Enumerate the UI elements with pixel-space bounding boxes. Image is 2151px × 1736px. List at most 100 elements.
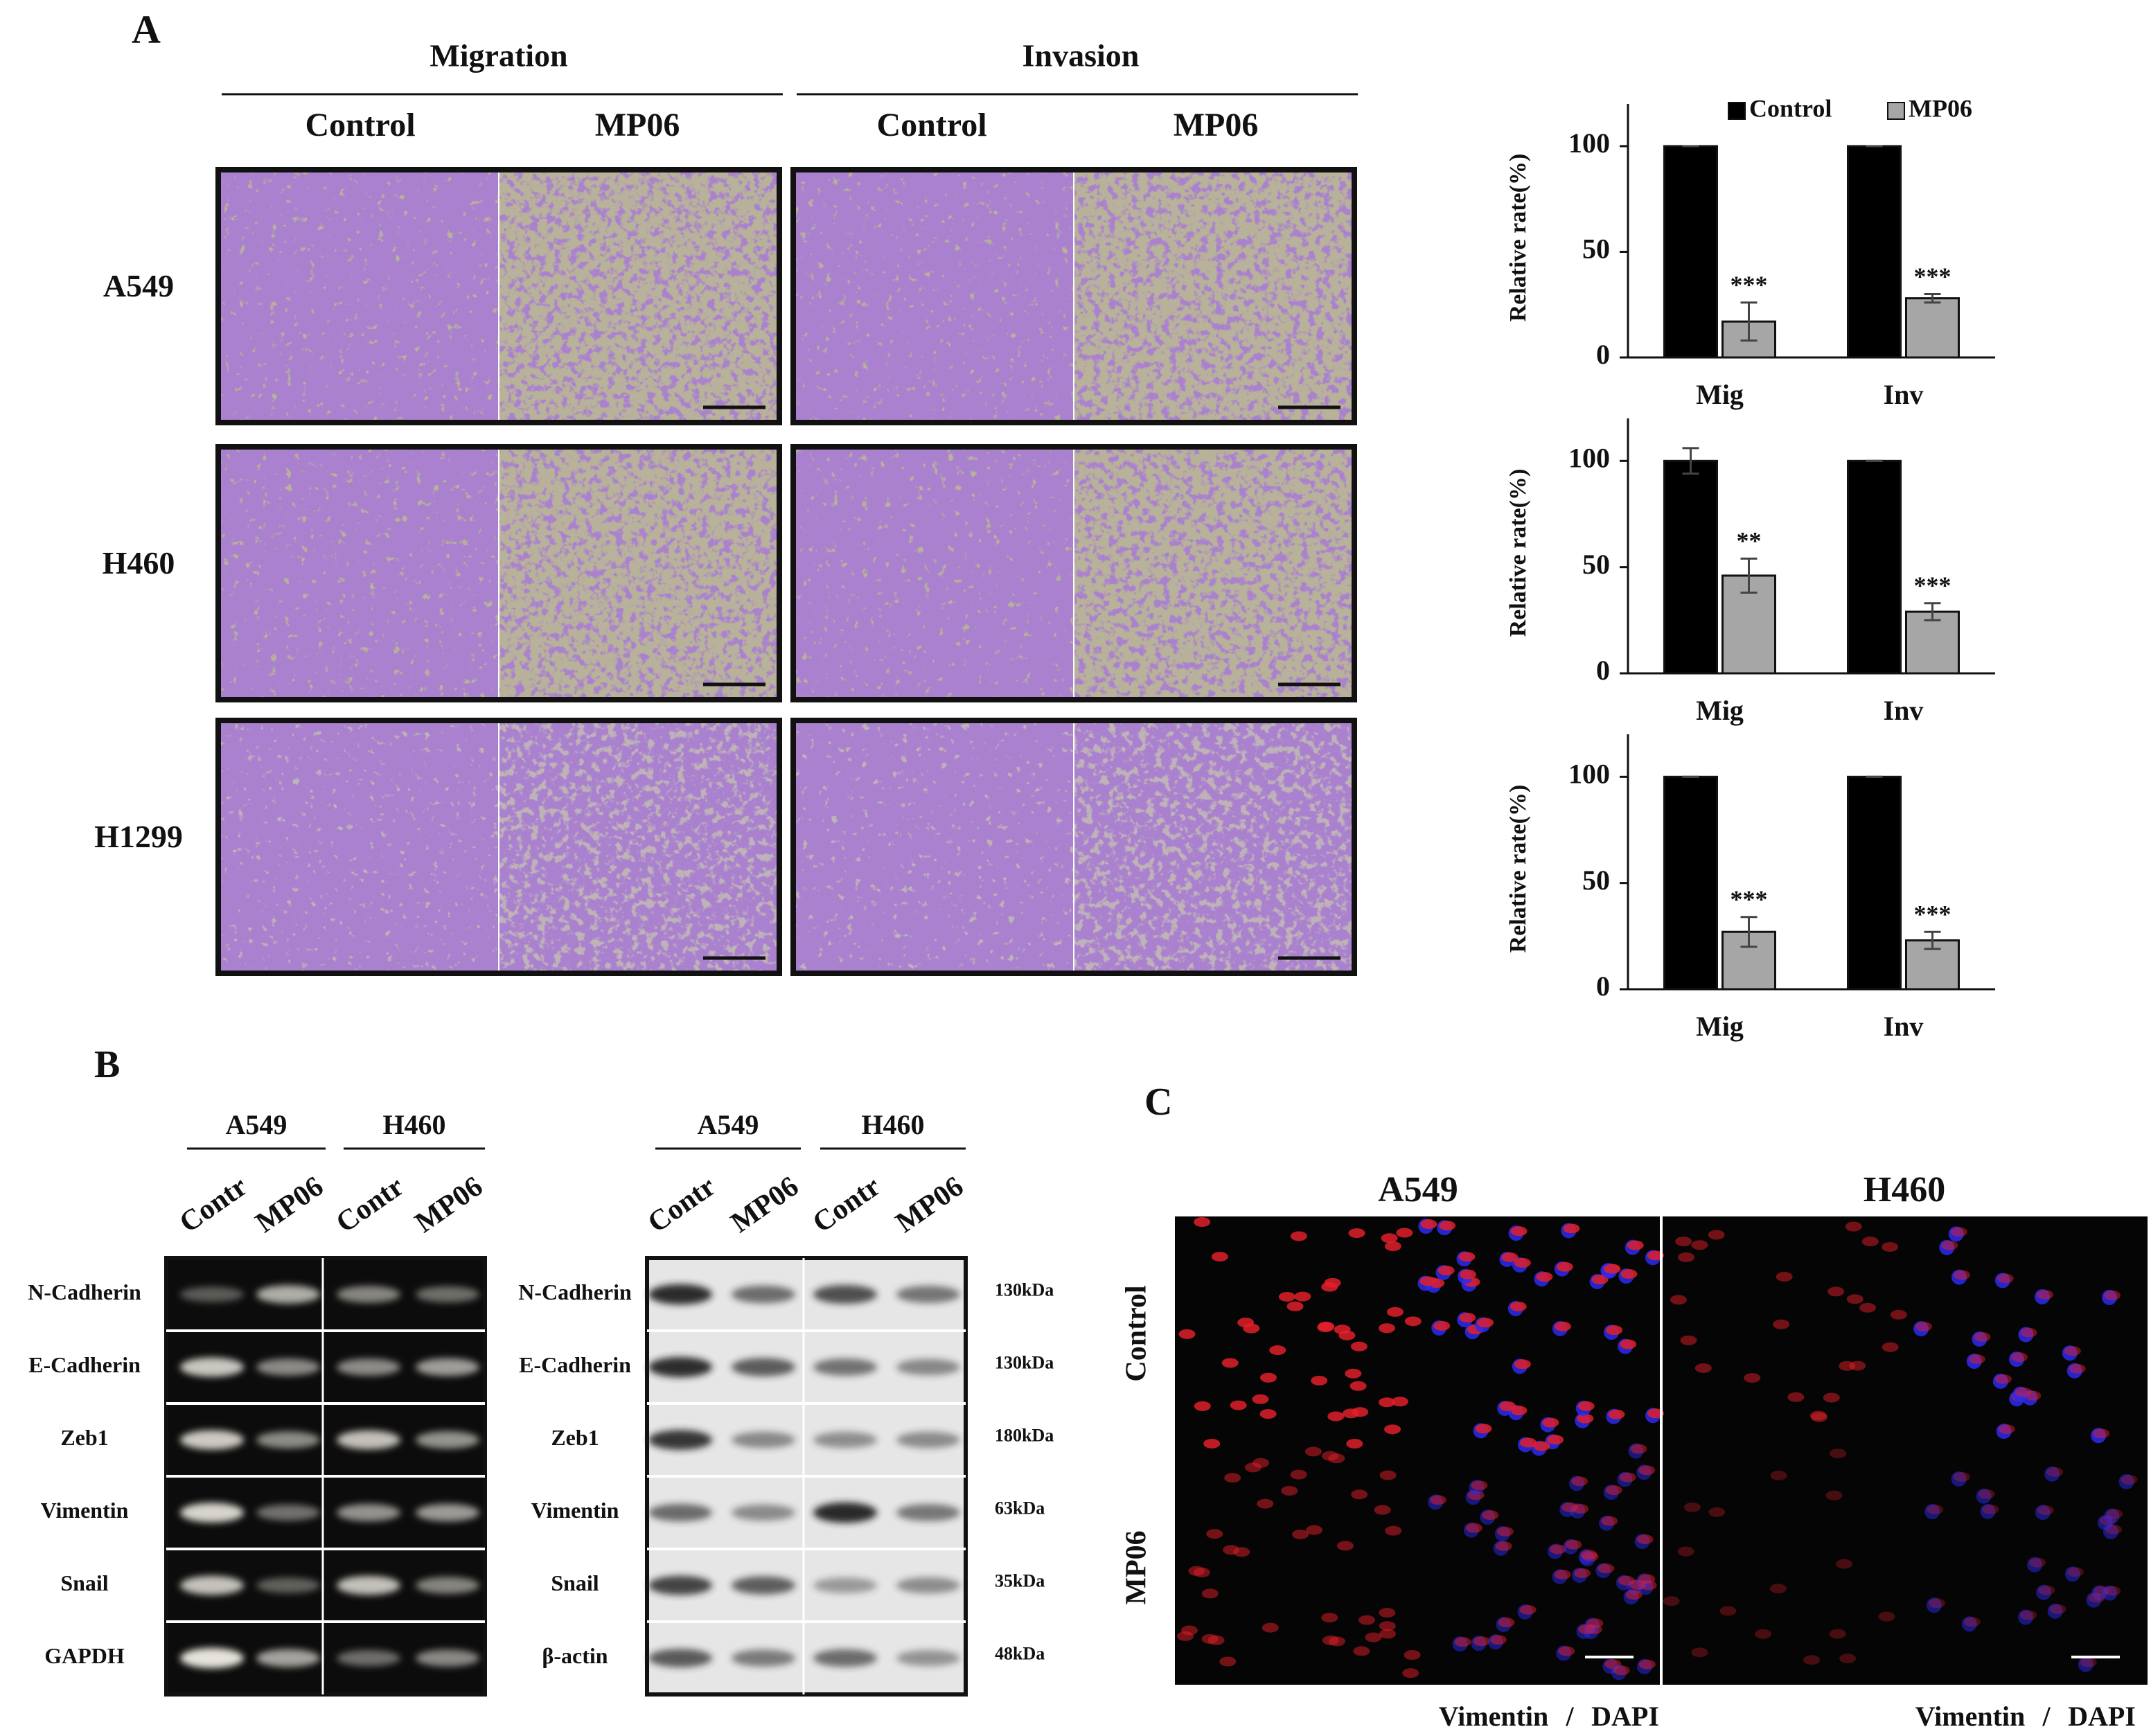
- significance-label: ***: [1914, 263, 1951, 290]
- size-label: 35kDa: [995, 1570, 1045, 1591]
- vimentin-signal: [2015, 1387, 2032, 1397]
- vimentin-signal: [1547, 1435, 1564, 1445]
- nucleus: [2047, 1603, 2063, 1619]
- vimentin-signal: [1638, 1465, 1656, 1476]
- band: [732, 1649, 795, 1667]
- band: [896, 1649, 960, 1667]
- vimentin-signal: [1950, 1227, 1967, 1237]
- band: [180, 1647, 244, 1669]
- band: [337, 1430, 400, 1450]
- vimentin-signal: [2037, 1289, 2054, 1300]
- micrograph-stain: [1074, 720, 1354, 973]
- band: [732, 1576, 795, 1595]
- vimentin-signal: [1839, 1654, 1857, 1664]
- micrograph-stain: [1074, 170, 1354, 423]
- nucleus: [2078, 1656, 2094, 1672]
- vimentin-signal: [2066, 1567, 2084, 1577]
- y-tick-label: 100: [1568, 443, 1610, 474]
- vimentin-signal: [1755, 1629, 1772, 1639]
- vimentin-signal: [1206, 1529, 1223, 1539]
- vimentin-signal: [1203, 1438, 1221, 1449]
- vimentin-signal: [1379, 1470, 1397, 1480]
- blot-row-label: β-actin: [542, 1643, 608, 1668]
- stain-legend: DAPI: [2068, 1701, 2136, 1732]
- vimentin-signal: [1691, 1240, 1708, 1250]
- vimentin-signal: [1670, 1295, 1687, 1305]
- vimentin-signal: [1180, 1625, 1198, 1636]
- legend-swatch: [1887, 102, 1905, 120]
- size-label: 130kDa: [995, 1279, 1054, 1300]
- nucleus: [2017, 1609, 2033, 1625]
- vimentin-signal: [1379, 1621, 1396, 1631]
- vimentin-signal: [1571, 1476, 1588, 1487]
- blot-row-label: Vimentin: [531, 1498, 619, 1523]
- vimentin-signal: [1471, 1480, 1488, 1491]
- nucleus: [2064, 1566, 2080, 1582]
- condition-label: MP06: [595, 107, 680, 143]
- vimentin-signal: [2019, 1610, 2037, 1620]
- micrograph-stain: [499, 447, 779, 700]
- vimentin-signal: [1613, 1665, 1630, 1676]
- vimentin-signal: [1334, 1325, 1351, 1335]
- group-title: Migration: [430, 38, 567, 73]
- vimentin-signal: [1803, 1655, 1821, 1665]
- vimentin-signal: [1327, 1411, 1345, 1421]
- vimentin-signal: [1294, 1291, 1311, 1302]
- bar: [1663, 775, 1718, 991]
- vimentin-signal: [1306, 1525, 1323, 1535]
- size-label: 48kDa: [995, 1643, 1045, 1663]
- panel-label: C: [1144, 1081, 1172, 1124]
- vimentin-signal: [1954, 1270, 1971, 1280]
- blot-row-label: N-Cadherin: [28, 1279, 141, 1304]
- vimentin-signal: [1230, 1400, 1247, 1410]
- nucleus: [2104, 1508, 2120, 1524]
- vimentin-signal: [1647, 1250, 1664, 1261]
- vimentin-signal: [1322, 1635, 1339, 1645]
- blot-cell-line: A549: [226, 1109, 287, 1140]
- x-tick-label: Mig: [1696, 695, 1744, 726]
- vimentin-signal: [1501, 1252, 1519, 1262]
- nucleus: [2086, 1592, 2102, 1608]
- vimentin-signal: [1627, 1240, 1644, 1250]
- vimentin-signal: [1620, 1269, 1638, 1279]
- band: [648, 1503, 712, 1522]
- vimentin-signal: [1542, 1417, 1559, 1428]
- blot-row-label: Zeb1: [551, 1425, 599, 1450]
- vimentin-signal: [1519, 1604, 1537, 1615]
- vimentin-signal: [1348, 1228, 1365, 1239]
- nucleus: [1961, 1616, 1977, 1632]
- vimentin-signal: [1343, 1408, 1360, 1419]
- vimentin-signal: [1677, 1252, 1694, 1262]
- x-tick-label: Inv: [1884, 695, 1924, 726]
- band: [337, 1358, 400, 1376]
- vimentin-signal: [1845, 1221, 1862, 1232]
- vimentin-signal: [1691, 1647, 1708, 1658]
- nucleus: [1924, 1504, 1940, 1520]
- blot-cell-line: A549: [698, 1109, 759, 1140]
- vimentin-signal: [1292, 1529, 1309, 1539]
- y-tick-label: 50: [1582, 549, 1610, 580]
- vimentin-signal: [2080, 1657, 2097, 1667]
- x-tick-label: Inv: [1884, 1011, 1924, 1042]
- band: [896, 1431, 960, 1449]
- vimentin-signal: [1647, 1408, 1664, 1419]
- vimentin-signal: [1324, 1277, 1341, 1288]
- micrograph-stain: [793, 447, 1074, 700]
- vimentin-signal: [1558, 1646, 1575, 1656]
- vimentin-signal: [1974, 1332, 1991, 1343]
- micrograph-frame: [790, 718, 1357, 976]
- vimentin-signal: [1519, 1437, 1537, 1448]
- vimentin-signal: [2064, 1346, 2081, 1356]
- band: [256, 1285, 320, 1304]
- nucleus: [2027, 1557, 2043, 1573]
- vimentin-signal: [1498, 1618, 1515, 1628]
- vimentin-signal: [1321, 1613, 1338, 1623]
- vimentin-signal: [1465, 1523, 1482, 1533]
- vimentin-signal: [1269, 1345, 1286, 1356]
- vimentin-signal: [1890, 1309, 1907, 1320]
- vimentin-signal: [1346, 1439, 1363, 1449]
- image-condition: MP06: [1121, 1530, 1153, 1604]
- vimentin-signal: [1379, 1397, 1396, 1408]
- vimentin-signal: [1591, 1275, 1609, 1285]
